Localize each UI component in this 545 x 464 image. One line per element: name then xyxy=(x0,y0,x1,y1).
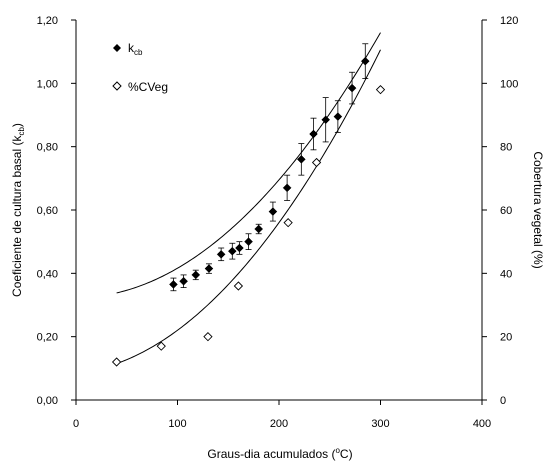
legend: kcb %CVeg xyxy=(112,41,168,94)
kcb-point xyxy=(227,246,237,256)
y-left-tick-label: 0,60 xyxy=(37,205,58,217)
kcb-point xyxy=(321,115,331,125)
kcb-point xyxy=(360,56,370,66)
trendline-kcb xyxy=(116,32,381,294)
legend-kcb-label: kcb xyxy=(128,41,143,57)
x-tick-label: 100 xyxy=(168,418,186,430)
cveg-point xyxy=(203,332,213,342)
kcb-point xyxy=(244,237,253,247)
legend-kcb-marker xyxy=(113,44,121,52)
legend-cveg-marker xyxy=(112,81,122,91)
y-right-tick-label: 80 xyxy=(500,142,512,154)
cveg-point xyxy=(311,157,322,168)
y-right-tick-label: 20 xyxy=(500,332,512,344)
y-right-axis-title: Cobertura vegetal (%) xyxy=(531,151,545,268)
cveg-point xyxy=(111,357,122,367)
plot-area xyxy=(76,20,482,400)
kcb-point xyxy=(204,264,214,273)
cveg-point xyxy=(375,85,386,95)
kcb-point xyxy=(254,224,264,234)
cveg-point xyxy=(233,281,244,291)
kcb-point xyxy=(191,270,201,280)
y-left-tick-label: 1,20 xyxy=(37,15,58,27)
kcb-point xyxy=(169,280,178,289)
kcb-point xyxy=(347,83,357,93)
x-axis-title: Graus-dia acumulados (oC) xyxy=(207,446,352,461)
cveg-point xyxy=(283,218,293,228)
y-left-tick-label: 0,40 xyxy=(37,268,58,280)
kcb-point xyxy=(268,207,278,216)
y-right-tick-label: 120 xyxy=(500,15,518,27)
y-left-tick-label: 0,00 xyxy=(37,395,58,407)
kcb-point xyxy=(296,154,306,164)
y-left-tick-label: 0,20 xyxy=(37,332,58,344)
kcb-point xyxy=(216,249,226,259)
kcb-point xyxy=(309,129,318,139)
x-tick-label: 300 xyxy=(371,418,389,430)
legend-cveg-label: %CVeg xyxy=(128,80,168,94)
y-left-tick-label: 0,80 xyxy=(37,142,58,154)
cveg-point xyxy=(156,341,166,351)
kcb-point xyxy=(333,112,343,121)
y-right-tick-label: 0 xyxy=(500,395,506,407)
y-right-tick-label: 60 xyxy=(500,205,512,217)
y-left-tick-label: 1,00 xyxy=(37,78,58,90)
x-tick-label: 200 xyxy=(270,418,288,430)
kcb-point xyxy=(235,243,244,253)
y-right-tick-label: 100 xyxy=(500,78,518,90)
x-tick-label: 400 xyxy=(473,418,491,430)
kcb-point xyxy=(282,183,292,193)
x-tick-label: 0 xyxy=(73,418,79,430)
y-left-axis-title: Coeficiente de cultura basal (kcb) xyxy=(10,123,26,297)
y-right-tick-label: 40 xyxy=(500,268,512,280)
kcb-point xyxy=(179,276,188,286)
